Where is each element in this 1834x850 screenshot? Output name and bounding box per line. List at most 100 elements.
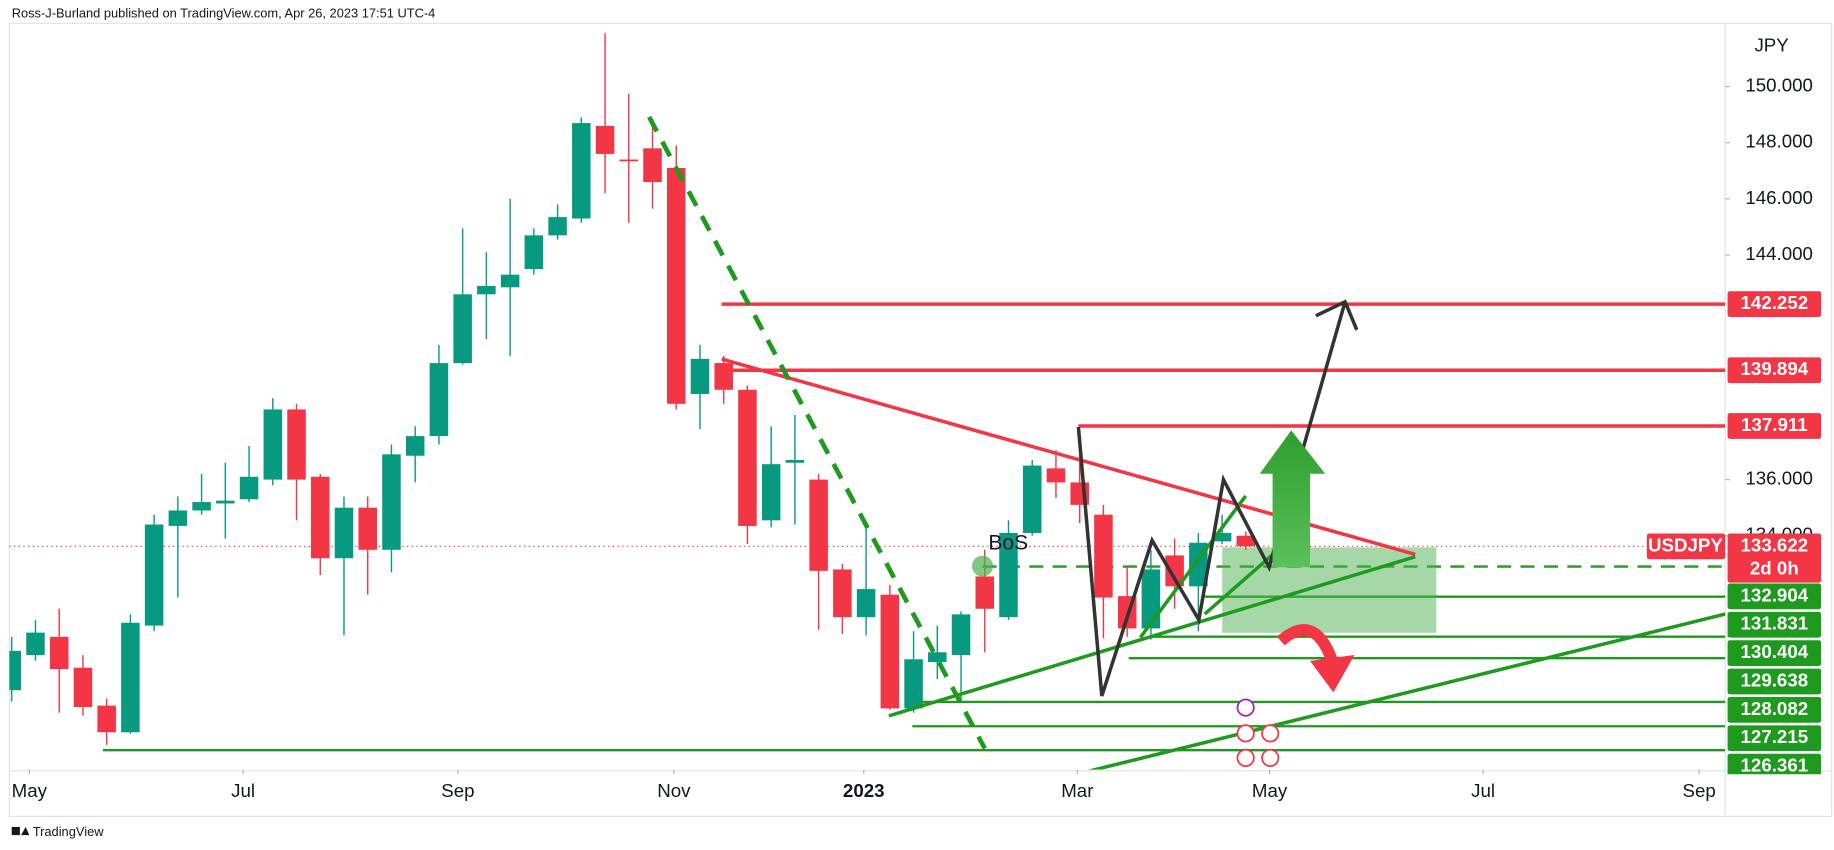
candle-body bbox=[121, 622, 140, 733]
green-trendline bbox=[888, 555, 1416, 718]
level-label-box bbox=[1727, 640, 1822, 666]
level-label: 142.252 bbox=[1741, 292, 1809, 313]
symbol-label: USDJPY bbox=[1648, 534, 1723, 555]
green-dashed-trendline bbox=[647, 115, 987, 750]
event-icon[interactable] bbox=[1236, 748, 1255, 767]
candle-body bbox=[49, 636, 69, 670]
event-icon[interactable] bbox=[1261, 724, 1280, 743]
candle-body bbox=[524, 235, 544, 270]
candle-body bbox=[809, 479, 828, 571]
level-label-box bbox=[1727, 357, 1822, 384]
level-label: 139.894 bbox=[1741, 358, 1809, 379]
candle-body bbox=[311, 476, 330, 559]
candle-body bbox=[216, 500, 235, 504]
candle-body bbox=[1236, 535, 1256, 547]
candle-body bbox=[334, 507, 354, 559]
candle-body bbox=[856, 589, 876, 618]
candle-body bbox=[1165, 555, 1184, 587]
level-label: 129.638 bbox=[1741, 669, 1809, 690]
y-tick-label: 148.000 bbox=[1745, 131, 1813, 152]
candle-body bbox=[287, 409, 306, 480]
projection-path bbox=[1076, 301, 1347, 697]
publisher-note: Ross-J-Burland published on TradingView.… bbox=[12, 5, 436, 20]
candle-body bbox=[738, 389, 757, 526]
x-tick-label: May bbox=[12, 780, 48, 801]
level-label-box bbox=[1727, 696, 1822, 723]
brand: TradingView bbox=[33, 824, 104, 839]
candle-body bbox=[1022, 465, 1042, 533]
candle-body bbox=[643, 148, 662, 183]
event-icon[interactable] bbox=[1236, 724, 1255, 743]
level-label-box bbox=[1727, 725, 1822, 752]
candle-body bbox=[144, 524, 164, 626]
footer: TradingView bbox=[11, 824, 104, 839]
level-label: 126.361 bbox=[1741, 754, 1809, 775]
level-label: 128.082 bbox=[1741, 698, 1809, 719]
candle-body bbox=[833, 569, 852, 618]
up-arrow bbox=[1259, 430, 1326, 568]
candle-body bbox=[619, 159, 639, 162]
level-label-box bbox=[1727, 583, 1822, 610]
level-label: 137.911 bbox=[1741, 414, 1808, 435]
x-tick-label: Sep bbox=[1682, 780, 1715, 801]
candle-body bbox=[595, 125, 615, 154]
candle-body bbox=[999, 532, 1018, 618]
candle-body bbox=[975, 576, 995, 609]
x-tick-label: Mar bbox=[1061, 780, 1093, 801]
level-label: 130.404 bbox=[1741, 641, 1809, 662]
candle-body bbox=[904, 659, 923, 709]
candle-body bbox=[263, 409, 283, 480]
candle-body bbox=[192, 502, 211, 511]
candle-body bbox=[1141, 569, 1161, 629]
x-tick-label: 2023 bbox=[843, 780, 885, 801]
candle-body bbox=[382, 454, 401, 550]
x-tick-label: Jul bbox=[1471, 780, 1495, 801]
levels bbox=[9, 302, 1726, 752]
level-label-box bbox=[1727, 753, 1822, 775]
candle-body bbox=[26, 632, 45, 656]
last-price-box bbox=[1727, 533, 1822, 583]
candle-body bbox=[572, 123, 591, 219]
candle-body bbox=[761, 464, 781, 521]
wedge-line bbox=[1138, 494, 1248, 639]
bos-marker bbox=[971, 555, 994, 577]
candle-body bbox=[714, 363, 733, 390]
x-tick-label: Nov bbox=[657, 780, 691, 801]
candle-body bbox=[429, 363, 449, 437]
candle-body bbox=[785, 459, 805, 463]
last-price-label: 133.622 bbox=[1741, 534, 1809, 555]
candle-body bbox=[477, 285, 496, 295]
y-tick-label: 146.000 bbox=[1745, 187, 1813, 208]
candle-body bbox=[548, 217, 567, 236]
bos-label: BoS bbox=[988, 531, 1028, 554]
candle-body bbox=[97, 705, 116, 733]
down-arrowhead bbox=[1309, 654, 1355, 693]
green-trendline bbox=[1087, 612, 1726, 770]
candles bbox=[9, 33, 1256, 745]
logo bbox=[21, 826, 30, 836]
y-tick-label: 136.000 bbox=[1745, 468, 1813, 489]
candle-body bbox=[1094, 514, 1113, 598]
level-label: 132.904 bbox=[1741, 584, 1809, 605]
price-labels: 142.252 139.894 137.911 USDJPY 133.622 2d 0h 1… bbox=[1646, 291, 1822, 775]
candle-body bbox=[168, 510, 188, 526]
symbol-label-box bbox=[1646, 533, 1726, 560]
candle-body bbox=[880, 594, 900, 709]
candle-body bbox=[951, 614, 971, 656]
candle-body bbox=[928, 652, 947, 663]
logo bbox=[11, 826, 20, 836]
axes: 134.000136.000144.000146.000148.000150.0… bbox=[12, 74, 1813, 800]
event-icon[interactable] bbox=[1261, 748, 1280, 767]
candle-body bbox=[239, 476, 259, 500]
candle-body bbox=[9, 650, 21, 691]
level-label-box bbox=[1727, 291, 1822, 317]
y-tick-label: 144.000 bbox=[1745, 243, 1813, 264]
x-tick-label: Sep bbox=[441, 780, 474, 801]
level-label-box bbox=[1727, 668, 1822, 695]
candle-body bbox=[453, 294, 472, 364]
candle-body bbox=[1212, 532, 1232, 542]
chart-frame bbox=[8, 22, 1833, 817]
event-icon[interactable] bbox=[1236, 698, 1255, 717]
